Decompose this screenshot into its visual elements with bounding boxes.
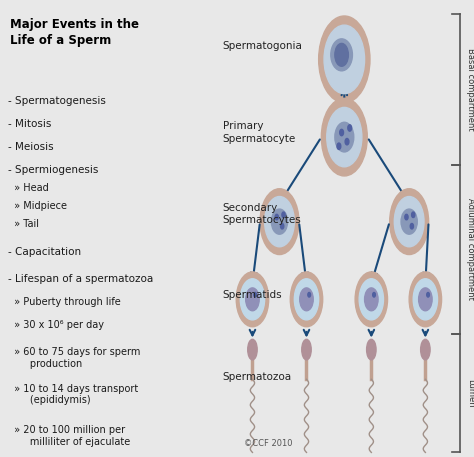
Ellipse shape: [401, 209, 417, 234]
Circle shape: [308, 292, 310, 297]
Text: » Tail: » Tail: [8, 219, 39, 229]
Circle shape: [275, 214, 278, 220]
Circle shape: [410, 223, 413, 229]
Text: » Puberty through life: » Puberty through life: [8, 297, 121, 307]
Circle shape: [240, 279, 264, 320]
Text: - Spermatogenesis: - Spermatogenesis: [8, 96, 106, 106]
Text: Lumen: Lumen: [466, 379, 474, 407]
Text: » 60 to 75 days for sperm
       production: » 60 to 75 days for sperm production: [8, 347, 140, 369]
Circle shape: [246, 288, 259, 311]
Circle shape: [290, 272, 323, 327]
Text: » Head: » Head: [8, 183, 49, 193]
Ellipse shape: [335, 122, 354, 152]
Circle shape: [373, 292, 375, 297]
Text: Adluminal compartment: Adluminal compartment: [466, 198, 474, 300]
Ellipse shape: [331, 39, 353, 71]
Text: Major Events in the
Life of a Sperm: Major Events in the Life of a Sperm: [10, 18, 139, 47]
Circle shape: [335, 43, 348, 66]
Text: Spermatogonia: Spermatogonia: [223, 41, 302, 51]
Ellipse shape: [366, 339, 376, 360]
Circle shape: [409, 272, 442, 327]
Circle shape: [390, 189, 428, 255]
Text: » 30 x 10⁶ per day: » 30 x 10⁶ per day: [8, 320, 104, 330]
Text: » Midpiece: » Midpiece: [8, 201, 67, 211]
Text: - Meiosis: - Meiosis: [8, 142, 54, 152]
Circle shape: [419, 288, 432, 311]
Circle shape: [413, 279, 438, 320]
Text: Secondary
Spermatocytes: Secondary Spermatocytes: [223, 202, 301, 225]
Text: » 10 to 14 days transport
       (epididymis): » 10 to 14 days transport (epididymis): [8, 384, 138, 405]
Circle shape: [260, 189, 299, 255]
Text: - Lifespan of a spermatozoa: - Lifespan of a spermatozoa: [8, 274, 153, 284]
Text: Basal compartment: Basal compartment: [466, 48, 474, 130]
Ellipse shape: [248, 339, 257, 360]
Ellipse shape: [302, 339, 311, 360]
Text: - Spermiogenesis: - Spermiogenesis: [8, 165, 98, 175]
Text: » 20 to 100 million per
       milliliter of ejaculate: » 20 to 100 million per milliliter of ej…: [8, 425, 130, 446]
Text: - Capacitation: - Capacitation: [8, 247, 81, 257]
Circle shape: [264, 197, 294, 247]
Circle shape: [324, 25, 365, 94]
Circle shape: [337, 143, 341, 149]
Circle shape: [294, 279, 319, 320]
Circle shape: [327, 107, 362, 167]
Circle shape: [300, 288, 313, 311]
Circle shape: [319, 16, 370, 103]
Circle shape: [345, 138, 349, 145]
Circle shape: [359, 279, 383, 320]
Circle shape: [365, 288, 378, 311]
Circle shape: [340, 129, 344, 136]
Circle shape: [321, 98, 367, 176]
Ellipse shape: [271, 209, 288, 234]
Circle shape: [282, 212, 285, 218]
Circle shape: [281, 223, 284, 229]
Circle shape: [236, 272, 269, 327]
Text: ©CCF 2010: ©CCF 2010: [245, 439, 293, 448]
Circle shape: [427, 292, 429, 297]
Text: - Mitosis: - Mitosis: [8, 119, 51, 129]
Circle shape: [355, 272, 388, 327]
Ellipse shape: [420, 339, 430, 360]
Circle shape: [411, 212, 415, 218]
Circle shape: [394, 197, 424, 247]
Text: Primary
Spermatocyte: Primary Spermatocyte: [223, 121, 296, 144]
Text: Spermatids: Spermatids: [223, 290, 283, 300]
Circle shape: [254, 292, 256, 297]
Circle shape: [405, 214, 408, 220]
Circle shape: [348, 125, 352, 131]
Text: Spermatozoa: Spermatozoa: [223, 372, 292, 382]
